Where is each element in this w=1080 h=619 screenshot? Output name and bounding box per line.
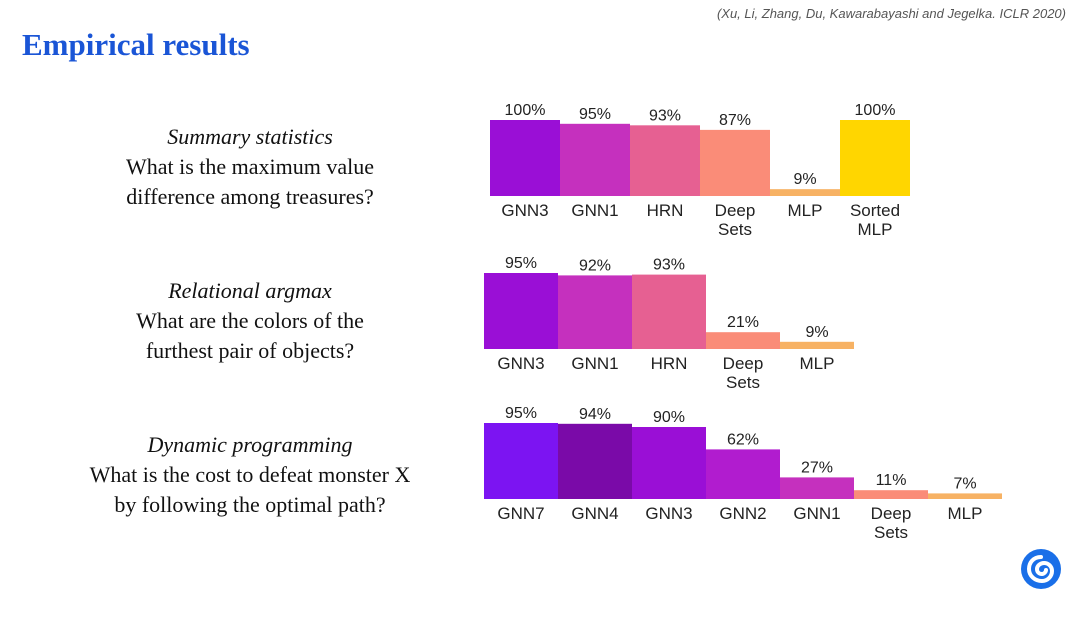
bar [700,129,770,196]
citation: (Xu, Li, Zhang, Du, Kawarabayashi and Je… [716,6,1066,21]
category-label: MLP [800,354,835,373]
data-label: 93% [649,107,681,124]
task-summary-statistics: Summary statistics What is the maximum v… [30,122,470,212]
data-label: 9% [793,171,816,188]
task-question-line: difference among treasures? [126,184,374,209]
task-name: Relational argmax [168,278,332,303]
data-label: 95% [505,255,537,272]
data-label: 95% [505,405,537,422]
task-question-line: by following the optimal path? [114,492,386,517]
data-label: 21% [727,314,759,331]
bar [780,477,854,499]
category-label: GNN4 [571,504,618,523]
data-label: 11% [876,472,907,489]
task-dynamic-programming: Dynamic programming What is the cost to … [30,430,470,520]
category-label: GNN7 [497,504,544,523]
task-name: Summary statistics [167,124,333,149]
category-label: GNN1 [571,354,618,373]
task-question-line: furthest pair of objects? [145,338,355,363]
data-label: 92% [579,257,611,274]
task-question-line: What is the cost to defeat monster X [89,462,411,487]
category-label: GNN3 [497,354,544,373]
category-label: Deep [715,201,756,220]
bar [484,273,558,349]
bar [558,275,632,349]
bar [706,449,780,499]
data-label: 90% [653,409,685,426]
category-label: Sets [718,220,752,239]
bar [770,189,840,196]
bar [854,490,928,499]
category-label: GNN3 [501,201,548,220]
data-label: 62% [727,431,759,448]
category-label: Sets [726,373,760,392]
bar [484,423,558,499]
bar [780,341,854,349]
bar [706,332,780,349]
category-label: Deep [871,504,912,523]
bar [928,493,1002,499]
data-label: 100% [505,102,546,119]
data-label: 7% [953,475,976,492]
data-label: 94% [579,406,611,423]
data-label: 100% [855,102,896,119]
bar [630,125,700,196]
task-question-line: What are the colors of the [136,308,364,333]
category-label: MLP [788,201,823,220]
category-label: Deep [723,354,764,373]
deepmind-logo-icon [1021,549,1061,589]
category-label: MLP [948,504,983,523]
category-label: Sets [874,523,908,542]
bar [558,423,632,499]
category-label: GNN1 [571,201,618,220]
data-label: 93% [653,257,685,274]
category-label: MLP [858,220,893,239]
task-name: Dynamic programming [147,432,353,457]
category-label: HRN [647,201,684,220]
data-label: 27% [801,459,833,476]
bar [632,274,706,349]
data-label: 95% [579,106,611,123]
category-label: GNN2 [719,504,766,523]
category-label: GNN3 [645,504,692,523]
bar [632,427,706,499]
chart-2: 95% GNN7 94% GNN4 90% GNN3 62% GNN2 27% GNN1 11% De… [484,405,1002,542]
bar [490,120,560,196]
category-label: GNN1 [793,504,840,523]
bar [560,123,630,196]
data-label: 87% [719,112,751,129]
task-question-line: What is the maximum value [125,154,375,179]
data-label: 9% [805,324,828,341]
task-relational-argmax: Relational argmax What are the colors of… [30,276,470,366]
slide-title: Empirical results [22,27,250,62]
category-label: HRN [651,354,688,373]
category-label: Sorted [850,201,900,220]
bar [840,120,910,196]
